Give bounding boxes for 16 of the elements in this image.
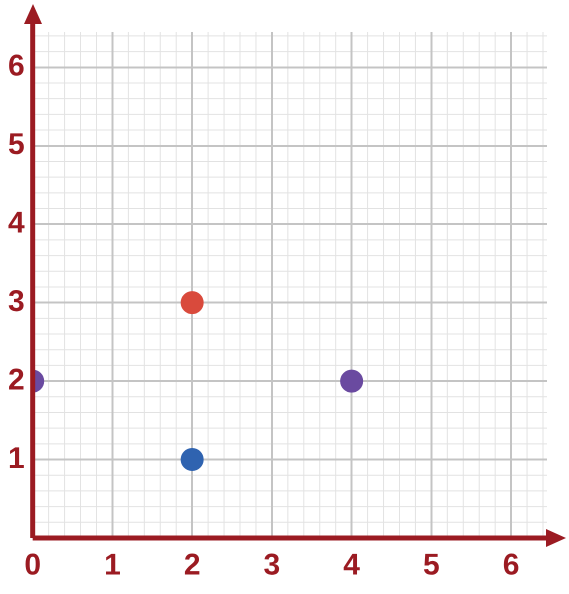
x-tick-label: 4 [343,548,360,582]
x-tick-label: 1 [104,548,121,582]
point [340,370,364,393]
y-tick-label: 5 [8,128,25,162]
x-tick-label: 5 [423,548,440,582]
x-tick-label: 2 [184,548,201,582]
x-tick-label: 6 [502,548,520,582]
y-tick-label: 6 [8,50,25,83]
y-tick-label: 2 [8,363,25,396]
x-tick-label: 0 [24,548,42,582]
point [180,291,204,314]
x-tick-label: 3 [264,548,280,582]
y-tick-label: 4 [8,206,25,240]
point [180,448,204,472]
y-tick-label: 3 [8,284,25,318]
y-tick-label: 1 [8,442,25,475]
